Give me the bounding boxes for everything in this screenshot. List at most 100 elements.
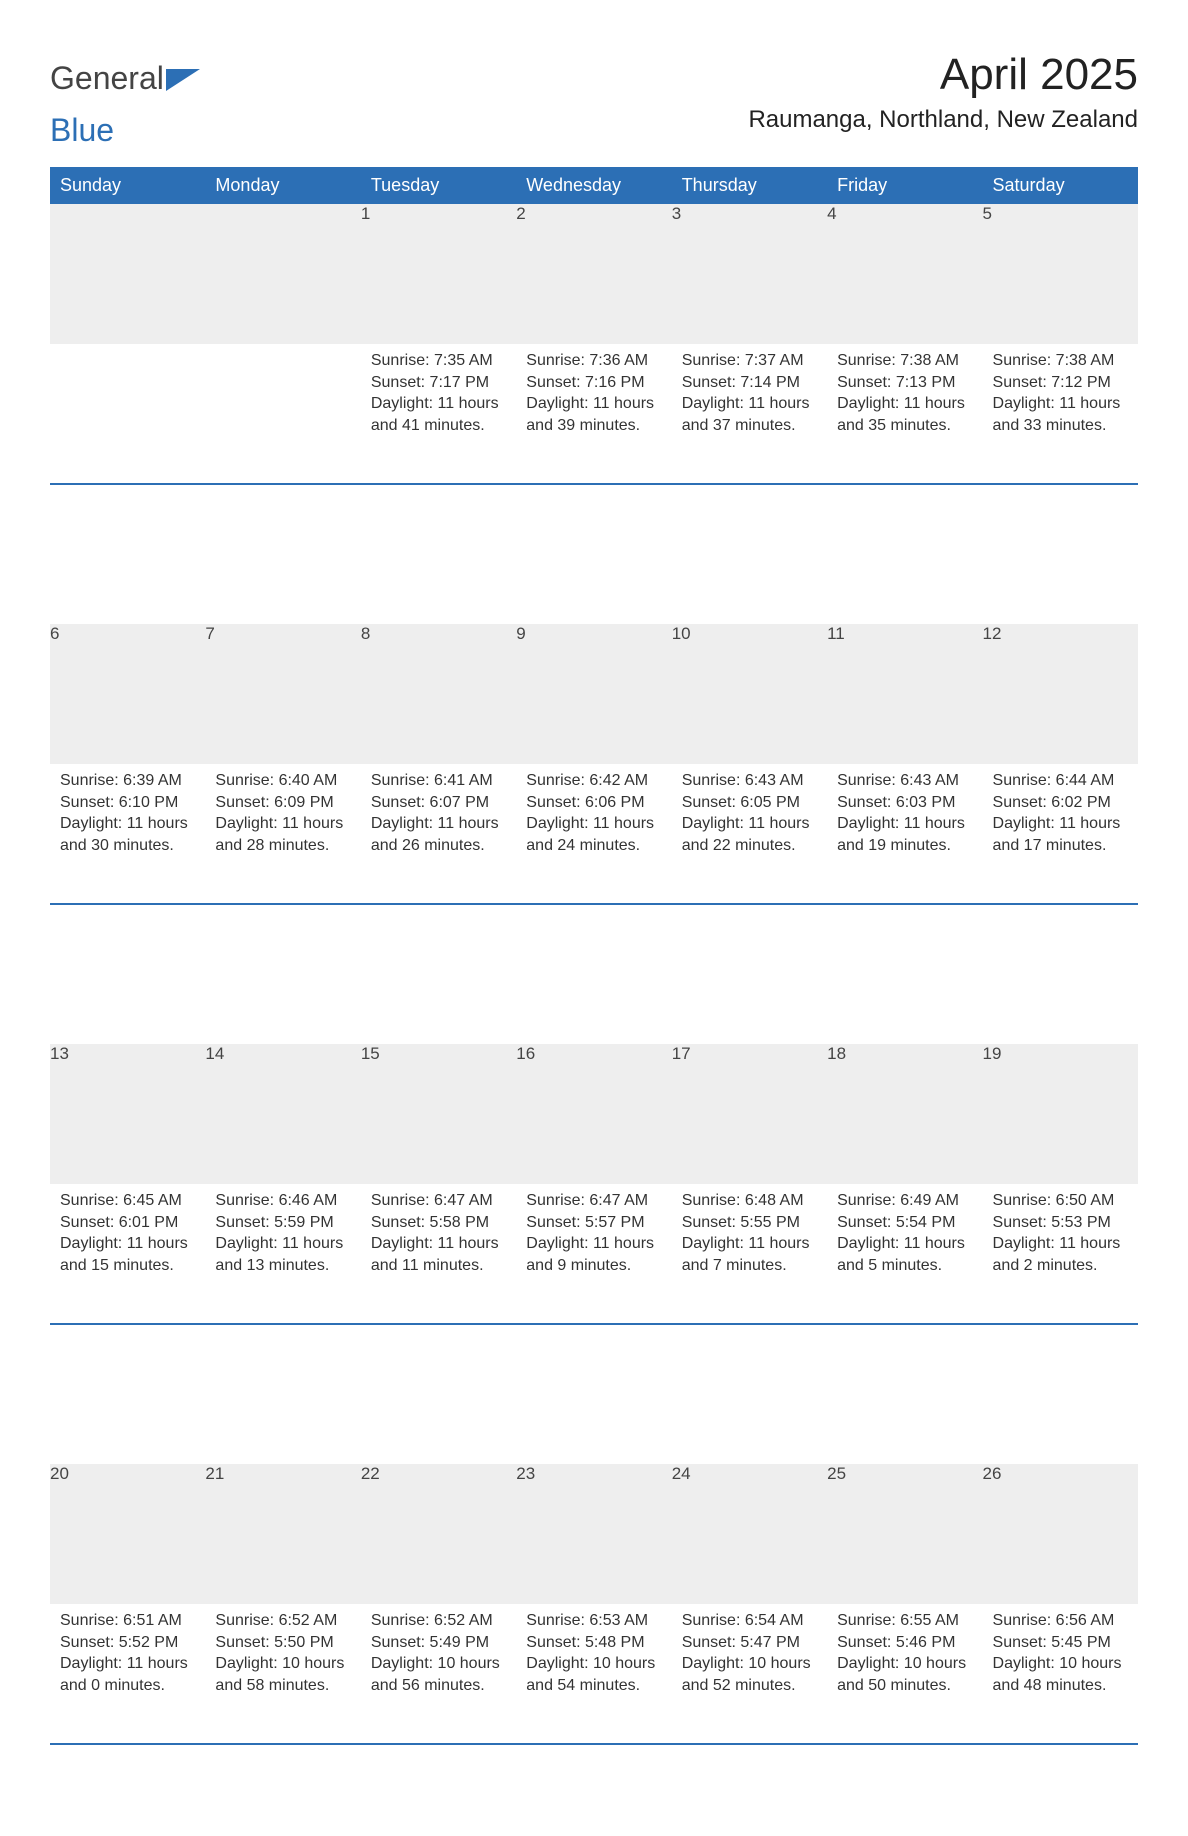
- day-body: Sunrise: 7:35 AMSunset: 7:17 PMDaylight:…: [361, 344, 516, 450]
- day-body: Sunrise: 6:49 AMSunset: 5:54 PMDaylight:…: [827, 1184, 982, 1290]
- day-body: Sunrise: 7:36 AMSunset: 7:16 PMDaylight:…: [516, 344, 671, 450]
- day-body: Sunrise: 6:40 AMSunset: 6:09 PMDaylight:…: [205, 764, 360, 870]
- day-body: Sunrise: 6:53 AMSunset: 5:48 PMDaylight:…: [516, 1604, 671, 1710]
- day-cell: [205, 344, 360, 484]
- day-d1: Daylight: 11 hours: [526, 813, 661, 835]
- day-d1: Daylight: 10 hours: [371, 1653, 506, 1675]
- day-ss: Sunset: 5:46 PM: [837, 1632, 972, 1654]
- day-d2: and 37 minutes.: [682, 415, 817, 437]
- title-block: April 2025 Raumanga, Northland, New Zeal…: [748, 50, 1138, 146]
- week-separator: [50, 1324, 1138, 1464]
- day-cell: Sunrise: 6:47 AMSunset: 5:58 PMDaylight:…: [361, 1184, 516, 1324]
- day-cell: Sunrise: 6:56 AMSunset: 5:45 PMDaylight:…: [983, 1604, 1138, 1744]
- day-sr: Sunrise: 6:44 AM: [993, 770, 1128, 792]
- location: Raumanga, Northland, New Zealand: [748, 106, 1138, 134]
- day-cell: Sunrise: 6:41 AMSunset: 6:07 PMDaylight:…: [361, 764, 516, 904]
- day-cell: [50, 344, 205, 484]
- day-cell: Sunrise: 7:38 AMSunset: 7:13 PMDaylight:…: [827, 344, 982, 484]
- day-ss: Sunset: 5:59 PM: [215, 1212, 350, 1234]
- day-header: Monday: [205, 167, 360, 204]
- day-cell: Sunrise: 7:38 AMSunset: 7:12 PMDaylight:…: [983, 344, 1138, 484]
- week-daynum-row: 20212223242526: [50, 1464, 1138, 1604]
- day-d1: Daylight: 10 hours: [526, 1653, 661, 1675]
- day-ss: Sunset: 7:14 PM: [682, 372, 817, 394]
- day-body: Sunrise: 6:51 AMSunset: 5:52 PMDaylight:…: [50, 1604, 205, 1710]
- day-body: Sunrise: 6:43 AMSunset: 6:03 PMDaylight:…: [827, 764, 982, 870]
- day-number-cell: 14: [205, 1044, 360, 1184]
- day-sr: Sunrise: 6:43 AM: [682, 770, 817, 792]
- day-d2: and 39 minutes.: [526, 415, 661, 437]
- day-cell: Sunrise: 6:47 AMSunset: 5:57 PMDaylight:…: [516, 1184, 671, 1324]
- day-d2: and 50 minutes.: [837, 1675, 972, 1697]
- day-d2: and 2 minutes.: [993, 1255, 1128, 1277]
- day-body: Sunrise: 6:39 AMSunset: 6:10 PMDaylight:…: [50, 764, 205, 870]
- calendar-table: Sunday Monday Tuesday Wednesday Thursday…: [50, 167, 1138, 1836]
- day-ss: Sunset: 6:02 PM: [993, 792, 1128, 814]
- day-d2: and 41 minutes.: [371, 415, 506, 437]
- day-cell: Sunrise: 6:39 AMSunset: 6:10 PMDaylight:…: [50, 764, 205, 904]
- day-body: Sunrise: 6:52 AMSunset: 5:49 PMDaylight:…: [361, 1604, 516, 1710]
- day-number-cell: 11: [827, 624, 982, 764]
- day-number-cell: 2: [516, 204, 671, 344]
- day-sr: Sunrise: 6:47 AM: [526, 1190, 661, 1212]
- day-header: Thursday: [672, 167, 827, 204]
- day-d1: Daylight: 11 hours: [682, 393, 817, 415]
- week-body-row: Sunrise: 6:51 AMSunset: 5:52 PMDaylight:…: [50, 1604, 1138, 1744]
- week-separator: [50, 1744, 1138, 1836]
- day-d1: Daylight: 10 hours: [993, 1653, 1128, 1675]
- day-number-cell: 24: [672, 1464, 827, 1604]
- day-number-cell: 9: [516, 624, 671, 764]
- day-d1: Daylight: 11 hours: [215, 813, 350, 835]
- day-d1: Daylight: 11 hours: [682, 1233, 817, 1255]
- day-d1: Daylight: 11 hours: [526, 393, 661, 415]
- day-number-cell: 23: [516, 1464, 671, 1604]
- day-d2: and 13 minutes.: [215, 1255, 350, 1277]
- day-number-cell: 16: [516, 1044, 671, 1184]
- day-number-cell: 15: [361, 1044, 516, 1184]
- week-body-row: Sunrise: 6:45 AMSunset: 6:01 PMDaylight:…: [50, 1184, 1138, 1324]
- day-d2: and 17 minutes.: [993, 835, 1128, 857]
- day-ss: Sunset: 6:03 PM: [837, 792, 972, 814]
- day-d1: Daylight: 10 hours: [682, 1653, 817, 1675]
- day-body: Sunrise: 6:48 AMSunset: 5:55 PMDaylight:…: [672, 1184, 827, 1290]
- day-d1: Daylight: 11 hours: [993, 1233, 1128, 1255]
- day-ss: Sunset: 7:12 PM: [993, 372, 1128, 394]
- day-header: Friday: [827, 167, 982, 204]
- day-d2: and 7 minutes.: [682, 1255, 817, 1277]
- day-header: Sunday: [50, 167, 205, 204]
- day-header: Wednesday: [516, 167, 671, 204]
- day-header: Saturday: [983, 167, 1138, 204]
- flag-icon: [166, 69, 200, 91]
- day-body: Sunrise: 7:38 AMSunset: 7:13 PMDaylight:…: [827, 344, 982, 450]
- day-sr: Sunrise: 6:49 AM: [837, 1190, 972, 1212]
- day-d1: Daylight: 11 hours: [60, 813, 195, 835]
- calendar-page: General April 2025 Raumanga, Northland, …: [0, 0, 1188, 1836]
- day-d2: and 19 minutes.: [837, 835, 972, 857]
- week-daynum-row: 6789101112: [50, 624, 1138, 764]
- day-cell: Sunrise: 6:53 AMSunset: 5:48 PMDaylight:…: [516, 1604, 671, 1744]
- day-d2: and 56 minutes.: [371, 1675, 506, 1697]
- day-d2: and 35 minutes.: [837, 415, 972, 437]
- day-sr: Sunrise: 6:51 AM: [60, 1610, 195, 1632]
- day-d2: and 28 minutes.: [215, 835, 350, 857]
- day-body: Sunrise: 6:41 AMSunset: 6:07 PMDaylight:…: [361, 764, 516, 870]
- day-ss: Sunset: 5:54 PM: [837, 1212, 972, 1234]
- day-sr: Sunrise: 6:53 AM: [526, 1610, 661, 1632]
- day-d2: and 11 minutes.: [371, 1255, 506, 1277]
- day-body: Sunrise: 7:37 AMSunset: 7:14 PMDaylight:…: [672, 344, 827, 450]
- day-number-cell: 18: [827, 1044, 982, 1184]
- logo-text-blue: Blue: [50, 112, 114, 149]
- day-body: Sunrise: 6:43 AMSunset: 6:05 PMDaylight:…: [672, 764, 827, 870]
- day-ss: Sunset: 7:17 PM: [371, 372, 506, 394]
- calendar-header-row: Sunday Monday Tuesday Wednesday Thursday…: [50, 167, 1138, 204]
- day-cell: Sunrise: 6:55 AMSunset: 5:46 PMDaylight:…: [827, 1604, 982, 1744]
- week-separator: [50, 484, 1138, 624]
- day-d1: Daylight: 11 hours: [371, 393, 506, 415]
- day-cell: Sunrise: 7:37 AMSunset: 7:14 PMDaylight:…: [672, 344, 827, 484]
- day-body: Sunrise: 6:54 AMSunset: 5:47 PMDaylight:…: [672, 1604, 827, 1710]
- day-number-cell: 3: [672, 204, 827, 344]
- day-sr: Sunrise: 6:55 AM: [837, 1610, 972, 1632]
- day-ss: Sunset: 5:45 PM: [993, 1632, 1128, 1654]
- day-cell: Sunrise: 6:40 AMSunset: 6:09 PMDaylight:…: [205, 764, 360, 904]
- week-separator: [50, 904, 1138, 1044]
